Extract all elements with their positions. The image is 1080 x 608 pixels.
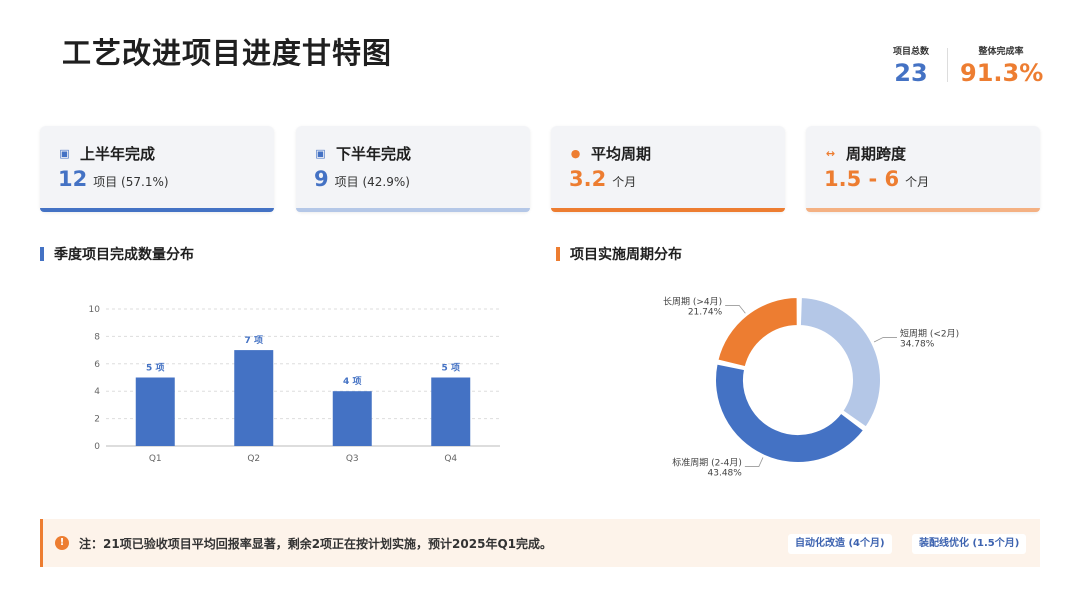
slice-label: 短周期 (<2月): [900, 328, 959, 340]
kpi-total-projects: 项目总数 23: [884, 44, 938, 87]
section-marker: [40, 247, 44, 261]
leader-line: [873, 337, 897, 343]
x-tick-label: Q1: [149, 454, 162, 464]
calendar-check-icon: ▣: [59, 147, 70, 160]
card-title: 上半年完成: [80, 145, 156, 163]
y-tick-label: 2: [94, 415, 100, 425]
card-unit: 项目 (57.1%): [93, 175, 169, 189]
kpi-label: 整体完成率: [978, 47, 1024, 57]
card-title: 周期跨度: [846, 145, 907, 163]
card-average-cycle: ● 平均周期 3.2 个月: [551, 126, 785, 212]
bar-data-label: 7 项: [245, 335, 263, 346]
slice-label: 标准周期 (2-4月): [672, 457, 742, 469]
section-marker: [556, 247, 560, 261]
donut-slice: [714, 362, 866, 464]
bar: [135, 377, 175, 446]
page-title: 工艺改进项目进度甘特图: [62, 36, 393, 70]
x-tick-label: Q2: [247, 454, 260, 464]
y-tick-label: 10: [89, 305, 101, 315]
card-accent-bar: [40, 208, 274, 212]
y-tick-label: 8: [94, 332, 100, 342]
section-title-text: 项目实施周期分布: [570, 247, 682, 263]
card-unit: 个月: [905, 175, 930, 189]
y-tick-label: 0: [94, 442, 100, 452]
leader-line: [744, 457, 764, 467]
arrows-horizontal-icon: ↔: [825, 147, 836, 160]
y-tick-label: 6: [94, 360, 100, 370]
kpi-completion-rate: 整体完成率 91.3%: [960, 44, 1044, 87]
kpi-value: 23: [894, 59, 928, 87]
kpi-value: 91.3%: [960, 59, 1044, 87]
card-accent-bar: [296, 208, 530, 212]
card-value: 3.2: [569, 167, 607, 191]
card-cycle-span: ↔ 周期跨度 1.5 - 6 个月: [806, 126, 1040, 212]
bar: [431, 377, 471, 446]
x-tick-label: Q4: [444, 454, 457, 464]
bar-data-label: 4 项: [343, 376, 361, 387]
cycle-donut-chart: 短周期 (<2月)34.78% 标准周期 (2-4月)43.48% 长周期 (>4月…: [663, 295, 959, 479]
leader-line: [725, 305, 746, 314]
slice-percent: 21.74%: [688, 307, 723, 317]
bar: [234, 350, 274, 446]
kpi-label: 项目总数: [892, 47, 929, 57]
card-first-half: ▣ 上半年完成 12 项目 (57.1%): [40, 126, 274, 212]
project-tag[interactable]: 自动化改造 (4个月): [788, 534, 892, 554]
card-value: 9: [314, 167, 329, 191]
slice-percent: 43.48%: [708, 469, 743, 479]
card-unit: 项目 (42.9%): [334, 175, 410, 189]
card-unit: 个月: [612, 175, 637, 189]
card-title: 平均周期: [591, 145, 652, 163]
card-value: 12: [58, 167, 88, 191]
project-tag[interactable]: 装配线优化 (1.5个月): [912, 534, 1027, 554]
card-accent-bar: [806, 208, 1040, 212]
card-value: 1.5 - 6: [824, 167, 900, 191]
card-second-half: ▣ 下半年完成 9 项目 (42.9%): [296, 126, 530, 212]
donut-slice: [716, 296, 799, 369]
quarterly-bar-chart: 0 2 4 6 8 10 5 项 Q1 7 项 Q2 4 项 Q3 5 项 Q4: [89, 305, 500, 464]
note-text: 注：21项已验收项目平均回报率显著，剩余2项正在按计划实施，预计2025年Q1完…: [79, 536, 553, 551]
y-tick-label: 4: [94, 387, 100, 397]
kpi-divider: [947, 48, 948, 82]
donut-chart-title: 项目实施周期分布: [556, 244, 682, 264]
donut-slice: [798, 296, 882, 429]
bar: [332, 391, 372, 446]
x-tick-label: Q3: [346, 454, 359, 464]
slice-percent: 34.78%: [900, 340, 935, 350]
calendar-plus-icon: ▣: [315, 147, 326, 160]
info-icon: !: [55, 536, 69, 550]
slice-label: 长周期 (>4月): [663, 295, 722, 307]
bar-data-label: 5 项: [442, 363, 460, 374]
bar-chart-title: 季度项目完成数量分布: [40, 244, 194, 264]
stopwatch-icon: ●: [570, 147, 581, 160]
card-title: 下半年完成: [336, 145, 412, 163]
card-accent-bar: [551, 208, 785, 212]
section-title-text: 季度项目完成数量分布: [54, 247, 194, 263]
bar-data-label: 5 项: [146, 363, 164, 374]
